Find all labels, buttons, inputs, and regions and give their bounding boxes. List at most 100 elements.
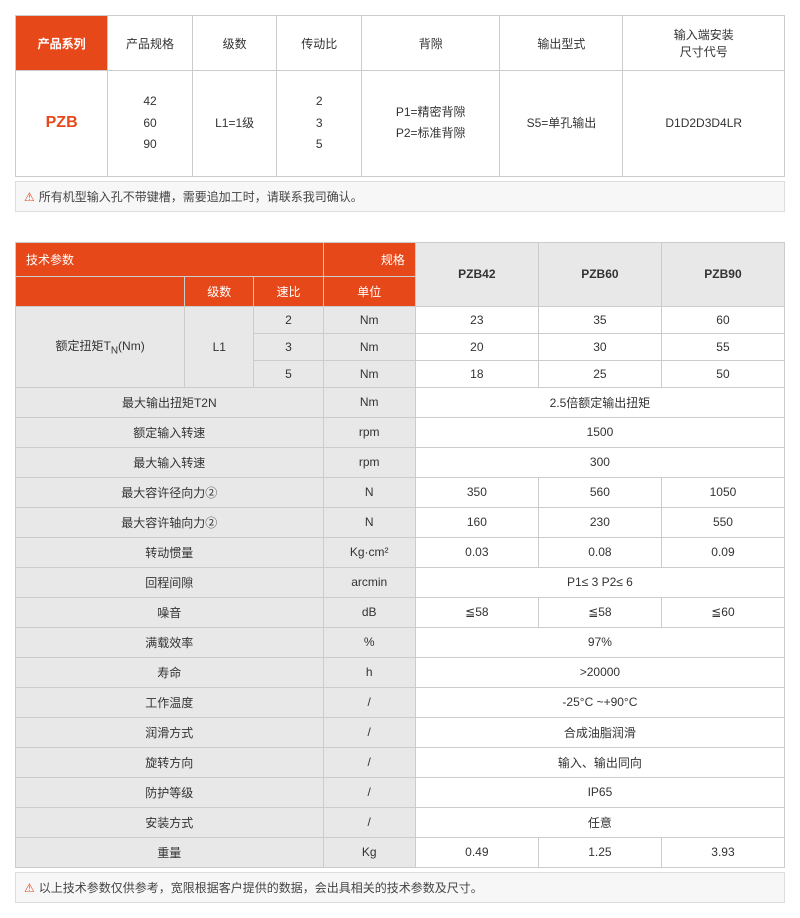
- t2-blank: [16, 276, 185, 306]
- t2-tr-v2: 55: [661, 333, 784, 360]
- t2-row-v1: 230: [538, 507, 661, 537]
- t2-tr-v0: 18: [415, 360, 538, 387]
- t2-row-param: 额定输入转速: [16, 417, 324, 447]
- t2-row-unit: Kg: [323, 837, 415, 867]
- series-table: 产品系列 产品规格 级数 传动比 背隙 输出型式 输入端安装 尺寸代号 PZB …: [15, 15, 785, 177]
- t2-row-param: 回程间隙: [16, 567, 324, 597]
- t2-tr-v0: 20: [415, 333, 538, 360]
- t1-specs: 42 60 90: [108, 71, 193, 177]
- t2-row-param: 寿命: [16, 657, 324, 687]
- t2-tr-unit: Nm: [323, 333, 415, 360]
- t2-row-unit: Kg·cm²: [323, 537, 415, 567]
- t2-m1: PZB60: [538, 242, 661, 306]
- t2-row-v1: 0.08: [538, 537, 661, 567]
- table1-note: ⚠所有机型输入孔不带键槽，需要追加工时，请联系我司确认。: [15, 181, 785, 212]
- t2-row-v0: 0.03: [415, 537, 538, 567]
- t2-tr-unit: Nm: [323, 360, 415, 387]
- t2-row-unit: %: [323, 627, 415, 657]
- t2-row-unit: /: [323, 747, 415, 777]
- t2-row-unit: N: [323, 507, 415, 537]
- warning-icon: ⚠: [24, 881, 35, 895]
- t2-row-unit: rpm: [323, 447, 415, 477]
- t2-row-v2: 1050: [661, 477, 784, 507]
- t2-row-unit: /: [323, 717, 415, 747]
- t1-stages: L1=1级: [192, 71, 277, 177]
- t2-row-param: 最大输入转速: [16, 447, 324, 477]
- t2-row-unit: /: [323, 687, 415, 717]
- t2-row-v0: 350: [415, 477, 538, 507]
- t1-h5: 输出型式: [500, 16, 623, 71]
- t2-row-param: 满载效率: [16, 627, 324, 657]
- t2-torque-label: 额定扭矩TN(Nm): [16, 306, 185, 387]
- t2-row-span: 输入、输出同向: [415, 747, 784, 777]
- t2-row-v1: 560: [538, 477, 661, 507]
- t2-row-param: 最大容许径向力②: [16, 477, 324, 507]
- t1-input: D1D2D3D4LR: [623, 71, 785, 177]
- t2-tr-ratio: 2: [254, 306, 323, 333]
- t2-row-param: 最大容许轴向力②: [16, 507, 324, 537]
- t1-ratio: 2 3 5: [277, 71, 362, 177]
- t2-row-unit: arcmin: [323, 567, 415, 597]
- t2-tr-v1: 30: [538, 333, 661, 360]
- t2-row-span: IP65: [415, 777, 784, 807]
- t2-row-v1: 1.25: [538, 837, 661, 867]
- t2-row-unit: dB: [323, 597, 415, 627]
- t2-row-param: 重量: [16, 837, 324, 867]
- t2-row-span: 合成油脂润滑: [415, 717, 784, 747]
- t2-row-param: 转动惯量: [16, 537, 324, 567]
- t2-row-unit: rpm: [323, 417, 415, 447]
- t2-row-span: -25°C ~+90°C: [415, 687, 784, 717]
- t2-row-unit: /: [323, 777, 415, 807]
- t2-tr-v1: 35: [538, 306, 661, 333]
- t2-row-param: 安装方式: [16, 807, 324, 837]
- t1-h1: 产品规格: [108, 16, 193, 71]
- t2-row-v0: ≦58: [415, 597, 538, 627]
- t1-h3: 传动比: [277, 16, 362, 71]
- t2-row-param: 防护等级: [16, 777, 324, 807]
- t2-row-v2: 0.09: [661, 537, 784, 567]
- t2-title-right: 规格: [323, 242, 415, 276]
- t2-row-span: 任意: [415, 807, 784, 837]
- t1-h0: 产品系列: [16, 16, 108, 71]
- t2-tr-v1: 25: [538, 360, 661, 387]
- t2-m2: PZB90: [661, 242, 784, 306]
- table2-note: ⚠ 以上技术参数仅供参考，宽限根据客户提供的数据，会出具相关的技术参数及尺寸。: [15, 872, 785, 903]
- t2-row-v0: 0.49: [415, 837, 538, 867]
- t2-row-param: 噪音: [16, 597, 324, 627]
- t2-row-span: 300: [415, 447, 784, 477]
- t2-row-span: >20000: [415, 657, 784, 687]
- t2-m0: PZB42: [415, 242, 538, 306]
- t2-row-unit: /: [323, 807, 415, 837]
- t2-row-param: 最大输出扭矩T2N: [16, 387, 324, 417]
- t2-row-param: 润滑方式: [16, 717, 324, 747]
- t2-row-span: 2.5倍额定输出扭矩: [415, 387, 784, 417]
- t2-sh0: 级数: [185, 276, 254, 306]
- t2-sh2: 单位: [323, 276, 415, 306]
- t1-output: S5=单孔输出: [500, 71, 623, 177]
- spec-table: 技术参数 规格 PZB42 PZB60 PZB90 级数 速比 单位 额定扭矩T…: [15, 242, 785, 868]
- t2-row-span: 1500: [415, 417, 784, 447]
- t2-title-left: 技术参数: [16, 242, 324, 276]
- t2-row-param: 工作温度: [16, 687, 324, 717]
- t2-tr-v2: 50: [661, 360, 784, 387]
- note2-text: 以上技术参数仅供参考，宽限根据客户提供的数据，会出具相关的技术参数及尺寸。: [39, 881, 483, 895]
- t2-row-v2: ≦60: [661, 597, 784, 627]
- t2-sh1: 速比: [254, 276, 323, 306]
- t2-row-span: P1≤ 3 P2≤ 6: [415, 567, 784, 597]
- t1-h4: 背隙: [362, 16, 500, 71]
- t2-row-v0: 160: [415, 507, 538, 537]
- t2-tr-ratio: 3: [254, 333, 323, 360]
- t2-row-v2: 3.93: [661, 837, 784, 867]
- t1-series: PZB: [16, 71, 108, 177]
- t2-row-unit: N: [323, 477, 415, 507]
- t1-backlash: P1=精密背隙 P2=标准背隙: [362, 71, 500, 177]
- t2-row-param: 旋转方向: [16, 747, 324, 777]
- t2-tr-v2: 60: [661, 306, 784, 333]
- warning-icon: ⚠: [24, 190, 35, 204]
- t2-row-unit: Nm: [323, 387, 415, 417]
- t2-row-v1: ≦58: [538, 597, 661, 627]
- t1-h2: 级数: [192, 16, 277, 71]
- t2-row-v2: 550: [661, 507, 784, 537]
- t2-tr-ratio: 5: [254, 360, 323, 387]
- t2-tr-v0: 23: [415, 306, 538, 333]
